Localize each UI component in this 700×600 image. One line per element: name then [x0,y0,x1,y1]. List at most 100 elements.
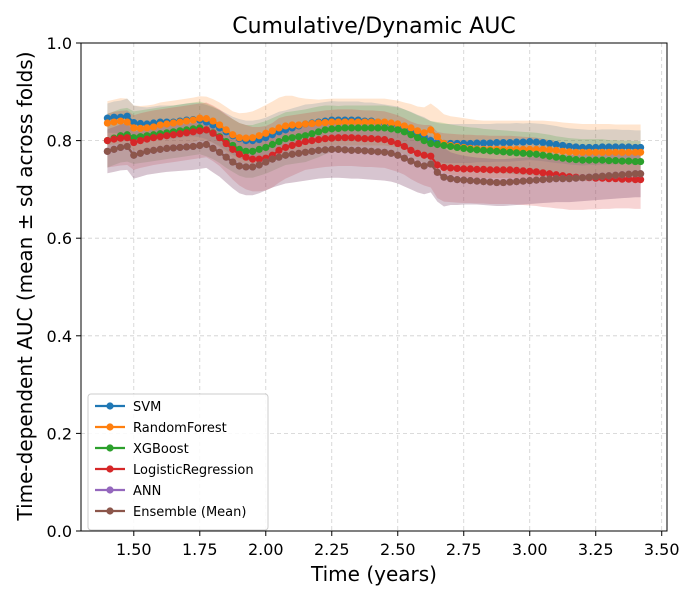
data-point [288,121,296,129]
legend-swatch-marker [106,507,114,515]
data-point [361,124,369,132]
data-point [176,130,184,138]
data-point [189,116,197,124]
data-point [499,148,507,156]
data-point [110,118,118,126]
data-point [248,147,257,155]
x-tick-label: 3.25 [578,540,614,559]
data-point [446,164,455,172]
data-point [572,143,580,151]
data-point [552,175,560,183]
data-point [229,145,237,153]
data-point [314,119,323,127]
data-point [545,139,554,148]
data-point [229,131,237,139]
data-point [532,150,540,158]
data-point [215,121,224,129]
data-point [460,176,468,184]
legend-swatch-marker [106,444,114,452]
data-point [605,157,613,165]
data-point [440,163,448,172]
data-point [506,178,514,186]
data-point [559,147,567,155]
data-point [374,135,382,143]
data-point [598,148,606,156]
data-point [255,161,263,169]
data-point [598,172,606,180]
data-point [262,143,270,152]
data-point [625,170,633,178]
data-point [565,175,573,183]
data-point [281,151,290,159]
data-point [143,135,151,143]
data-point [202,140,210,149]
data-point [631,157,639,166]
data-point [301,137,309,146]
sd-bands [107,95,641,210]
data-point [347,146,356,154]
data-point [427,152,435,160]
data-point [209,117,217,125]
data-point [605,143,613,151]
data-point [440,141,448,150]
data-point [334,145,342,153]
data-point [453,164,461,173]
data-point [618,148,626,156]
data-point [493,178,501,187]
data-point [130,118,138,127]
data-point [519,138,527,146]
data-point [156,145,164,153]
legend-item: ANN [95,484,161,499]
data-point [334,118,342,126]
data-point [281,143,290,152]
data-point [367,135,375,143]
data-point [295,149,303,157]
data-point [440,173,448,181]
data-point [572,174,580,182]
data-point [255,155,263,163]
legend-label: ANN [133,484,161,499]
legend-item: LogisticRegression [95,463,254,478]
legend-label: RandomForest [133,421,227,436]
data-point [506,166,514,174]
data-point [380,124,389,132]
data-point [367,118,375,126]
data-point [130,138,138,147]
data-point [578,148,587,156]
data-point [552,146,560,154]
data-point [493,166,501,174]
data-point [539,151,547,159]
data-point [328,118,336,126]
data-point [625,157,633,165]
data-point [407,124,415,132]
legend-swatch-marker [106,423,114,431]
data-point [407,157,415,165]
data-point [242,163,250,171]
data-point [347,134,356,142]
y-tick-label: 0.8 [47,132,72,151]
data-point [387,137,395,146]
data-point [248,155,257,163]
data-point [400,142,408,151]
legend-label: Ensemble (Mean) [133,505,246,520]
data-point [314,136,323,144]
data-point [196,127,204,135]
data-point [361,135,369,143]
data-point [103,137,111,145]
data-point [532,138,540,146]
data-point [321,118,329,127]
data-point [308,137,316,145]
data-point [367,124,375,132]
data-point [413,127,422,135]
data-point [637,176,645,184]
data-point [400,128,408,136]
data-point [143,147,151,155]
data-point [288,150,296,158]
data-point [618,171,626,179]
data-point [182,143,191,151]
data-point [116,117,125,125]
x-tick-label: 1.75 [182,540,218,559]
data-point [314,128,323,136]
data-point [268,127,276,135]
data-point [611,148,620,156]
